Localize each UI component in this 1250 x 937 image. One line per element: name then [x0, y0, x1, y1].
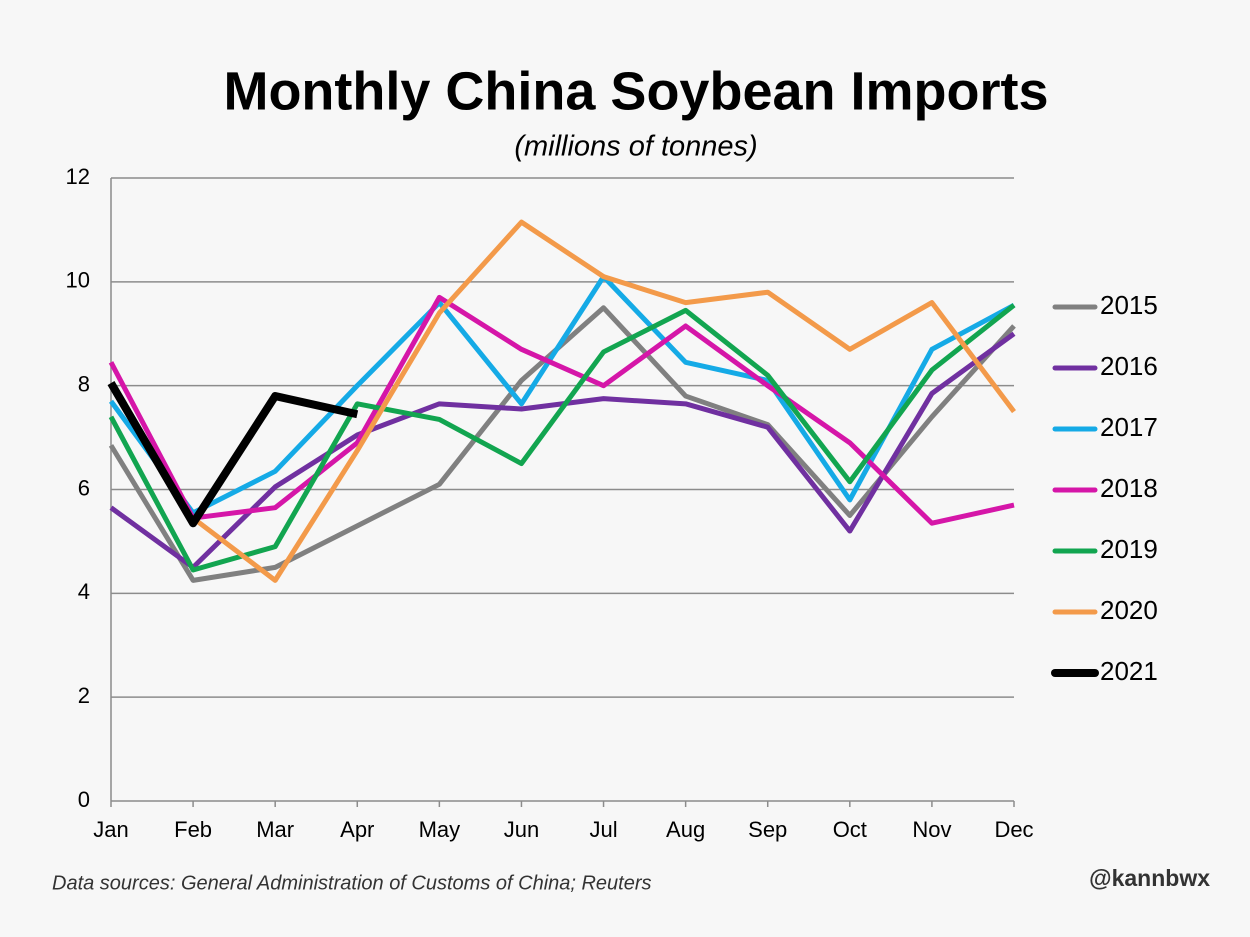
- y-tick-label: 12: [66, 164, 90, 189]
- series-line: [108, 274, 1016, 516]
- y-tick-label: 8: [78, 371, 90, 396]
- legend-label: 2019: [1100, 534, 1158, 564]
- credit: @kannbwx: [1089, 865, 1210, 891]
- y-tick-label: 2: [78, 683, 90, 708]
- x-tick-label: Nov: [912, 817, 951, 842]
- series-line: [107, 381, 359, 528]
- x-tick-label: Feb: [174, 817, 212, 842]
- legend-label: 2020: [1100, 595, 1158, 625]
- x-tick-label: May: [419, 817, 461, 842]
- legend-label: 2017: [1100, 412, 1158, 442]
- series-line: [108, 294, 1015, 526]
- legend-label: 2016: [1100, 351, 1158, 381]
- legend-label: 2018: [1100, 473, 1158, 503]
- x-tick-label: Jun: [504, 817, 539, 842]
- chart-title: Monthly China Soybean Imports: [223, 61, 1048, 121]
- legend-label: 2021: [1100, 656, 1158, 686]
- series-line: [108, 303, 1016, 573]
- y-tick-label: 0: [78, 787, 90, 812]
- x-tick-label: Apr: [340, 817, 374, 842]
- x-tick-label: Sep: [748, 817, 787, 842]
- y-tick-label: 10: [66, 268, 90, 293]
- x-tick-label: Aug: [666, 817, 705, 842]
- x-tick-label: Jan: [93, 817, 128, 842]
- chart-subtitle: (millions of tonnes): [514, 131, 757, 163]
- x-tick-label: Jul: [589, 817, 617, 842]
- x-tick-label: Dec: [994, 817, 1033, 842]
- x-tick-label: Oct: [833, 817, 867, 842]
- x-tick-label: Mar: [256, 817, 294, 842]
- legend-label: 2015: [1100, 290, 1158, 320]
- series-line: [191, 219, 1016, 583]
- y-tick-label: 6: [78, 475, 90, 500]
- y-tick-label: 4: [78, 579, 90, 604]
- source-note: Data sources: General Administration of …: [52, 872, 652, 894]
